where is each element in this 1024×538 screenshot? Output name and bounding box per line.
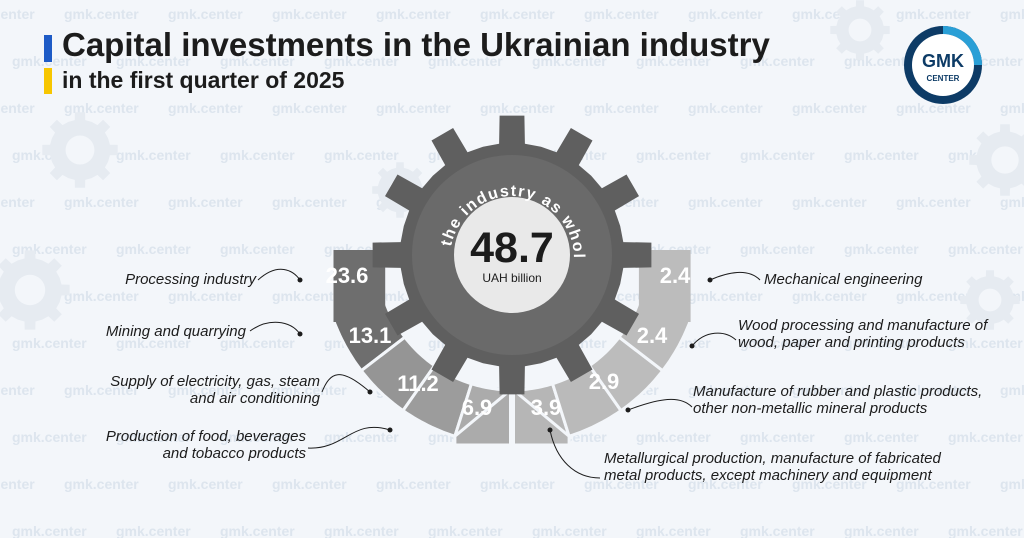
value-label: 3.9	[531, 395, 562, 420]
background-gear-hole	[14, 274, 46, 306]
total-value: 48.7	[470, 224, 554, 272]
label-mechanical: Mechanical engineering	[764, 271, 923, 288]
label-mining: Mining and quarrying	[105, 323, 246, 340]
segment-group	[331, 250, 693, 447]
logo-text-gmk: GMK	[922, 51, 964, 71]
background-gears	[0, 0, 1024, 330]
value-labels: 23.6 13.111.2 6.9 3.9 2.9 2.4 2.4	[326, 263, 691, 420]
leader-dot	[387, 427, 393, 433]
leader-dot	[707, 277, 713, 283]
leader-line	[691, 332, 737, 347]
logo-text-center: CENTER	[927, 74, 960, 83]
label-wood: Wood processing and manufacture of wood,…	[738, 317, 988, 351]
gmk-center-logo: GMK CENTER	[904, 26, 982, 104]
leader-line	[627, 398, 693, 411]
label-food: Production of food, beverages and tobacc…	[105, 428, 306, 462]
flag-yellow-bar	[44, 68, 52, 94]
leader-dot	[625, 407, 631, 413]
segment-bar-extension	[453, 386, 512, 447]
value-label: 13.1	[349, 323, 392, 348]
background-gear-hole	[65, 135, 95, 165]
value-label: 6.9	[462, 395, 493, 420]
value-label: 2.9	[589, 369, 620, 394]
background-gear-hole	[848, 18, 872, 42]
central-gear	[372, 115, 652, 395]
background-gear-hole	[978, 288, 1002, 312]
leader-dot	[297, 331, 303, 337]
gear-hub	[454, 197, 570, 313]
background-gear-hole	[991, 146, 1019, 174]
value-label: 11.2	[397, 371, 439, 396]
label-metallurgy: Metallurgical production, manufacture of…	[604, 450, 941, 484]
segment-bar-extension	[512, 386, 571, 447]
leader-line	[249, 321, 301, 335]
leader-dot	[547, 427, 553, 433]
leader-line	[709, 272, 761, 281]
label-rubber-plastic: Manufacture of rubber and plastic produc…	[693, 383, 983, 417]
label-electricity: Supply of electricity, gas, steam and ai…	[110, 373, 320, 407]
leader-dot	[297, 277, 303, 283]
leader-line	[549, 429, 601, 479]
leader-dot	[367, 389, 373, 395]
leader-lines	[249, 268, 761, 479]
leader-line	[257, 268, 301, 281]
label-processing-industry: Processing industry	[125, 271, 256, 288]
chart-title: Capital investments in the Ukrainian ind…	[62, 26, 770, 63]
total-unit: UAH billion	[482, 271, 541, 285]
value-label: 2.4	[660, 263, 691, 288]
flag-blue-bar	[44, 35, 52, 62]
value-label: 2.4	[637, 323, 668, 348]
chart-subtitle: in the first quarter of 2025	[62, 67, 345, 93]
leader-line	[321, 374, 371, 393]
value-label: 23.6	[326, 263, 369, 288]
leader-dot	[689, 343, 695, 349]
leader-line	[307, 426, 391, 449]
